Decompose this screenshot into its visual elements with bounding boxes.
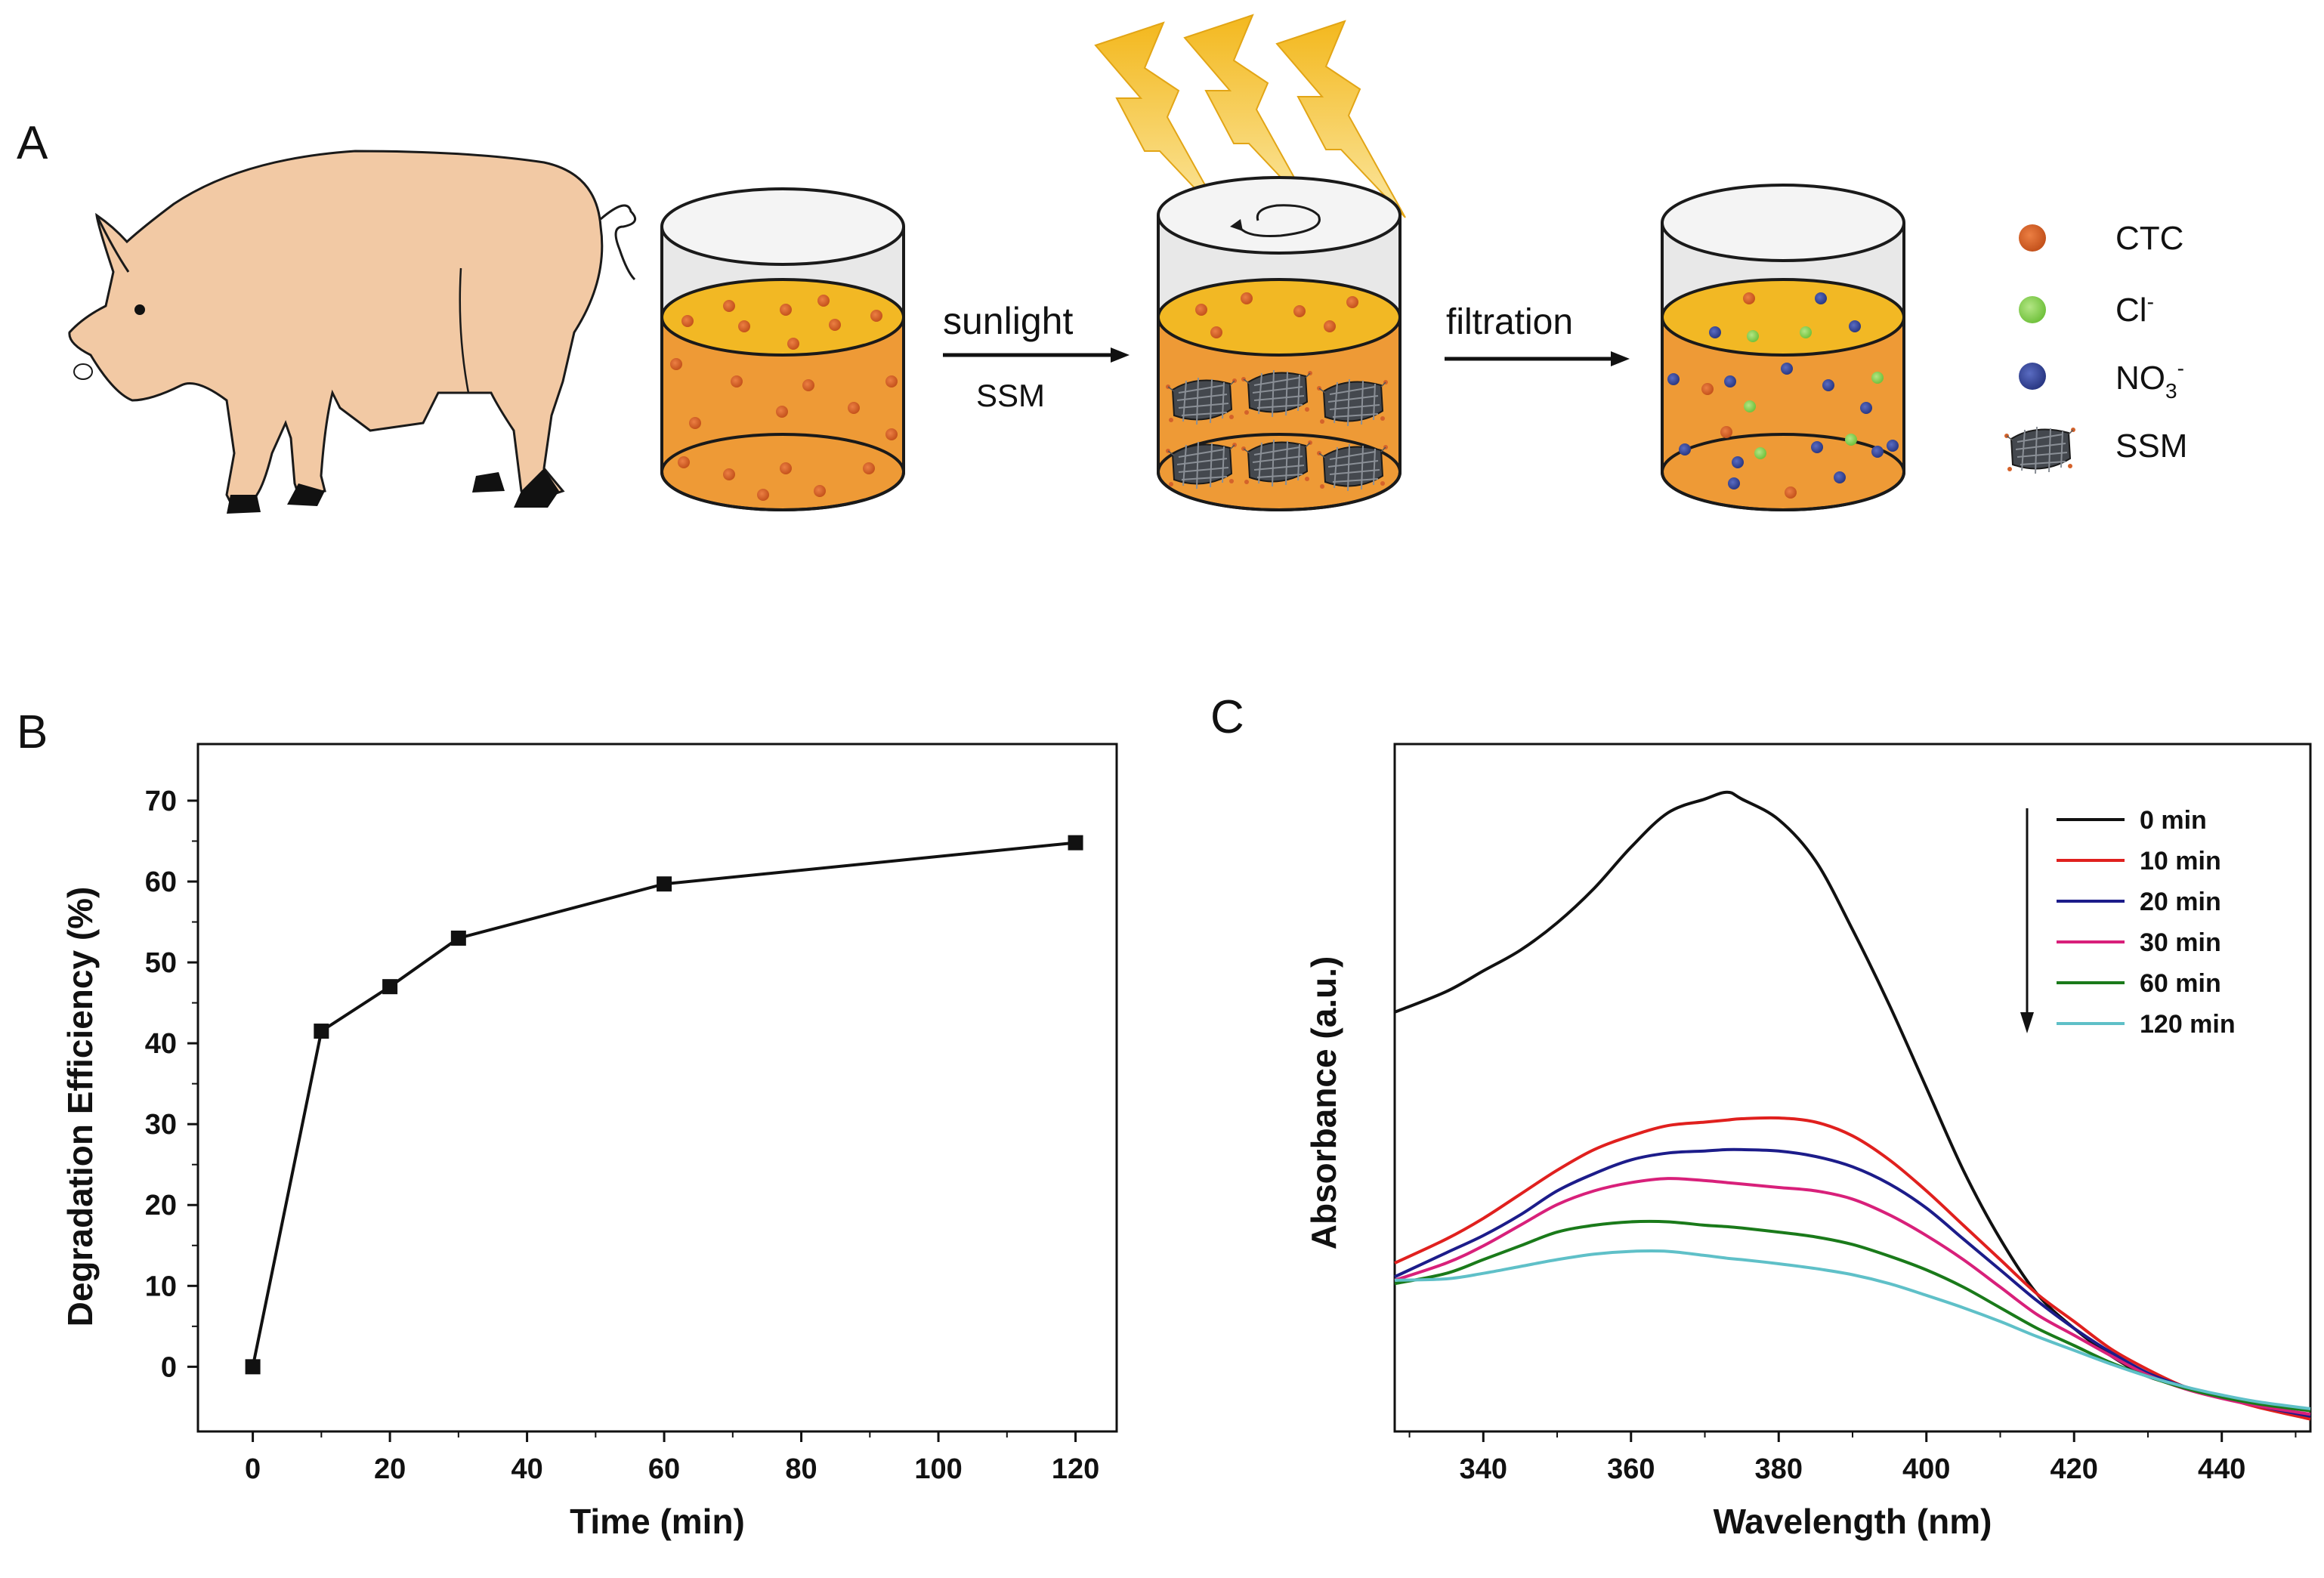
chart-c-legend-label: 30 min bbox=[2140, 928, 2221, 957]
legend-ctc-dot bbox=[2019, 224, 2046, 252]
panel-a-letter: A bbox=[17, 117, 48, 169]
chart-b-point bbox=[314, 1024, 329, 1039]
panel-c-letter: C bbox=[1210, 691, 1244, 743]
chart-b-ytick-label: 60 bbox=[145, 866, 177, 898]
chart-c-xtick-label: 400 bbox=[1902, 1453, 1950, 1485]
arrow-filtration bbox=[1445, 351, 1630, 366]
chart-b-xtick-label: 60 bbox=[648, 1453, 680, 1485]
chart-b-ytick-label: 40 bbox=[145, 1028, 177, 1060]
beaker-3 bbox=[1661, 184, 1905, 511]
chart-c-legend-label: 60 min bbox=[2140, 969, 2221, 998]
chart-b-series-line bbox=[251, 841, 1076, 1367]
chart-b-ytick-label: 20 bbox=[145, 1190, 177, 1221]
legend-no3-label: NO3- bbox=[2115, 357, 2184, 403]
panel-b-letter: B bbox=[17, 706, 48, 758]
chart-c-xlabel: Wavelength (nm) bbox=[1714, 1502, 1992, 1541]
chart-b-xtick-label: 100 bbox=[914, 1453, 962, 1485]
chart-b-xtick-label: 80 bbox=[785, 1453, 817, 1485]
chart-b-ytick-label: 50 bbox=[145, 947, 177, 979]
chart-absorbance: 340 360 380 400 420 440 Wavelength (nm) Absorba… bbox=[1304, 743, 2312, 1541]
arrow-ssm-label: SSM bbox=[976, 378, 1045, 413]
arrow-sunlight-label: sunlight bbox=[943, 300, 1073, 342]
chart-c-legend-label: 20 min bbox=[2140, 888, 2221, 916]
chart-b-frame bbox=[196, 743, 1118, 1433]
chart-b-point bbox=[245, 1359, 261, 1375]
schematic-legend: CTC Cl- NO3- SSM bbox=[2004, 220, 2187, 474]
legend-cl-label: Cl- bbox=[2115, 290, 2154, 329]
chart-b-point bbox=[1068, 835, 1083, 851]
chart-c-series-line bbox=[1394, 790, 2311, 1419]
chart-b-point bbox=[382, 979, 398, 995]
chart-b-ytick-label: 30 bbox=[145, 1109, 177, 1141]
chart-b-ytick-label: 0 bbox=[161, 1351, 177, 1383]
legend-ssm-icon bbox=[2004, 426, 2076, 474]
chart-b-ylabel: Degradation Efficiency (%) bbox=[60, 887, 100, 1327]
chart-degradation: 0 20 40 60 80 100 120 0 10 20 30 40 50 60 70 Time (min)… bbox=[60, 743, 1118, 1541]
arrow-filtration-label: filtration bbox=[1446, 302, 1573, 342]
chart-c-series-line bbox=[1394, 1116, 2311, 1421]
chart-b-xtick-label: 40 bbox=[511, 1453, 542, 1485]
chart-c-xtick-label: 360 bbox=[1607, 1453, 1655, 1485]
chart-b-point bbox=[657, 876, 672, 892]
legend-no3-dot bbox=[2019, 363, 2046, 390]
arrow-sunlight bbox=[943, 347, 1130, 363]
chart-c-series-line bbox=[1394, 1249, 2311, 1410]
beaker-1 bbox=[660, 187, 905, 511]
legend-ctc-label: CTC bbox=[2115, 220, 2183, 257]
chart-c-legend-label: 120 min bbox=[2140, 1010, 2236, 1039]
pig-illustration bbox=[68, 150, 637, 514]
chart-c-series-line bbox=[1394, 1147, 2311, 1418]
chart-c-xtick-label: 420 bbox=[2050, 1453, 2098, 1485]
chart-c-legend-label: 0 min bbox=[2140, 806, 2207, 835]
chart-b-xlabel: Time (min) bbox=[570, 1502, 745, 1541]
chart-b-xtick-label: 0 bbox=[245, 1453, 261, 1485]
legend-cl-dot bbox=[2019, 296, 2046, 323]
chart-c-series-line bbox=[1394, 1177, 2311, 1416]
legend-ssm-label: SSM bbox=[2115, 428, 2187, 465]
chart-b-xtick-label: 20 bbox=[374, 1453, 406, 1485]
chart-b-ytick-label: 70 bbox=[145, 786, 177, 817]
chart-c-xtick-label: 340 bbox=[1460, 1453, 1507, 1485]
chart-c-legend-label: 10 min bbox=[2140, 847, 2221, 875]
chart-c-xtick-label: 440 bbox=[2198, 1453, 2245, 1485]
chart-b-xtick-label: 120 bbox=[1052, 1453, 1099, 1485]
beaker-2 bbox=[1157, 176, 1402, 511]
chart-b-point bbox=[450, 930, 466, 946]
chart-c-legend-arrowhead bbox=[2020, 1012, 2034, 1033]
chart-c-xtick-label: 380 bbox=[1755, 1453, 1803, 1485]
chart-b-ytick-label: 10 bbox=[145, 1271, 177, 1302]
lightning-bolts-icon bbox=[1094, 14, 1406, 220]
chart-c-ylabel: Absorbance (a.u.) bbox=[1304, 956, 1343, 1250]
